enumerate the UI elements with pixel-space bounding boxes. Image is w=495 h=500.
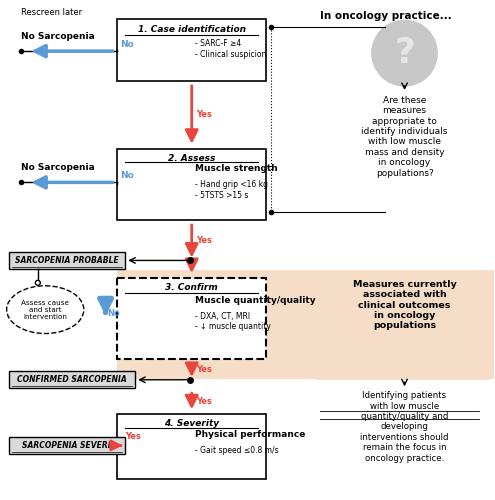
Text: In oncology practice...: In oncology practice...: [320, 12, 452, 22]
Text: ?: ?: [394, 36, 415, 70]
Text: No: No: [120, 40, 134, 49]
Bar: [117, 414, 266, 478]
Text: Yes: Yes: [196, 365, 211, 374]
Text: CONFIRMED SARCOPENIA: CONFIRMED SARCOPENIA: [17, 376, 127, 384]
Text: No Sarcopenia: No Sarcopenia: [21, 164, 95, 172]
Ellipse shape: [6, 286, 84, 334]
Bar: [117, 20, 266, 81]
Text: Are these
measures
appropriate to
identify individuals
with low muscle
mass and : Are these measures appropriate to identi…: [361, 96, 447, 178]
Text: Yes: Yes: [196, 236, 211, 245]
Text: 3. Confirm: 3. Confirm: [165, 283, 218, 292]
Text: 1. Case identification: 1. Case identification: [138, 26, 246, 35]
Text: Yes: Yes: [125, 432, 141, 442]
Bar: [8, 437, 125, 454]
Text: Muscle quantity/quality: Muscle quantity/quality: [195, 296, 315, 304]
Text: Identifying patients
with low muscle
quantity/quality and
developing
interventio: Identifying patients with low muscle qua…: [360, 391, 449, 462]
Text: - SARC-F ≥4
- Clinical suspicion: - SARC-F ≥4 - Clinical suspicion: [195, 39, 266, 58]
Bar: [117, 278, 266, 359]
Bar: [315, 270, 489, 380]
Circle shape: [372, 20, 437, 86]
Text: 2. Assess: 2. Assess: [168, 154, 215, 162]
Bar: [117, 270, 494, 380]
Text: Muscle strength: Muscle strength: [195, 164, 277, 173]
Text: - DXA, CT, MRI
- ↓ muscle quantity: - DXA, CT, MRI - ↓ muscle quantity: [195, 312, 271, 331]
Text: - Gait speed ≤0.8 m/s: - Gait speed ≤0.8 m/s: [195, 446, 278, 455]
Text: No: No: [107, 309, 120, 318]
Text: No Sarcopenia: No Sarcopenia: [21, 32, 95, 41]
Circle shape: [35, 280, 40, 285]
Text: - Hand grip <16 kg
- 5TSTS >15 s: - Hand grip <16 kg - 5TSTS >15 s: [195, 180, 268, 200]
Bar: [8, 372, 135, 388]
Text: Yes: Yes: [196, 110, 211, 120]
Text: Yes: Yes: [196, 396, 211, 406]
Text: Measures currently
associated with
clinical outcomes
in oncology
populations: Measures currently associated with clini…: [352, 280, 456, 330]
Text: No: No: [120, 172, 134, 180]
Text: 4. Severity: 4. Severity: [164, 419, 219, 428]
Text: Assess cause
and start
intervention: Assess cause and start intervention: [21, 300, 69, 320]
Text: Physical performance: Physical performance: [195, 430, 305, 439]
Text: SARCOPENIA PROBABLE: SARCOPENIA PROBABLE: [15, 256, 119, 265]
Text: Rescreen later: Rescreen later: [21, 8, 83, 18]
Bar: [117, 148, 266, 220]
Text: SARCOPENIA SEVERE: SARCOPENIA SEVERE: [21, 441, 112, 450]
Bar: [8, 252, 125, 269]
